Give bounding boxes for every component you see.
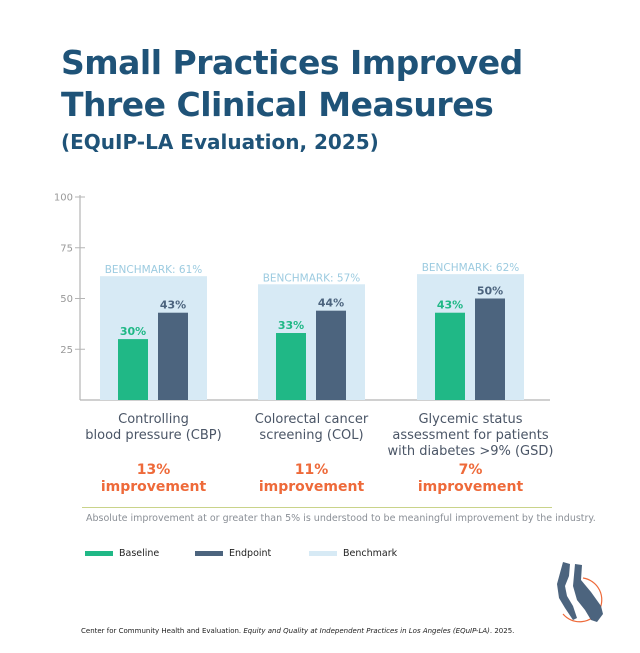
baseline-value-label: 33%: [278, 319, 304, 332]
improvement-label: improvement: [100, 479, 207, 495]
title-line-2: Three Clinical Measures: [61, 85, 494, 124]
baseline-bar: [276, 333, 306, 400]
legend-swatch: [309, 551, 337, 556]
improvement-label: improvement: [258, 479, 365, 495]
divider: [82, 507, 552, 508]
category-label: Glycemic status assessment for patients wi…: [386, 412, 556, 460]
citation: Center for Community Health and Evaluati…: [81, 627, 514, 635]
benchmark-label: BENCHMARK: 57%: [263, 272, 361, 284]
endpoint-value-label: 44%: [318, 297, 344, 310]
baseline-value-label: 43%: [437, 299, 463, 312]
california-logo-icon: [557, 562, 603, 623]
category-label-line: blood pressure (CBP): [85, 428, 222, 443]
category-label: Colorectal cancer screening (COL): [227, 412, 397, 444]
title-line-1: Small Practices Improved: [61, 43, 523, 82]
endpoint-value-label: 43%: [160, 299, 186, 312]
endpoint-bar: [475, 298, 505, 400]
legend-swatch: [195, 551, 223, 556]
benchmark-bar: [258, 284, 365, 400]
bar-chart: 25 50 75 100 BENCHMARK: 61% 30% 43% BENCHMARK: …: [54, 193, 550, 401]
baseline-bar: [435, 312, 465, 400]
endpoint-bar: [158, 312, 188, 400]
endpoint-value-label: 50%: [477, 285, 503, 298]
improvement-pct: 13%: [136, 462, 171, 478]
legend-label: Baseline: [119, 548, 160, 559]
subtitle: (EQuIP-LA Evaluation, 2025): [61, 130, 379, 154]
citation-title: Equity and Quality at Independent Practi…: [243, 627, 490, 635]
improvement-pct: 7%: [458, 462, 483, 478]
category-label-line: with diabetes >9% (GSD): [387, 444, 554, 459]
improvement-pct: 11%: [294, 462, 329, 478]
y-tick-label: 25: [60, 345, 73, 356]
y-tick-label: 75: [60, 243, 73, 254]
benchmark-bar: [100, 276, 207, 400]
improvement-callout: 11% improvement: [227, 462, 397, 496]
baseline-bar: [118, 339, 148, 400]
legend-item-endpoint: Endpoint: [195, 548, 271, 559]
citation-suffix: . 2025.: [489, 627, 515, 635]
legend-swatch: [85, 551, 113, 556]
improvement-label: improvement: [417, 479, 524, 495]
y-tick-label: 50: [60, 294, 73, 305]
page-title: Small Practices Improved Three Clinical M…: [61, 42, 523, 126]
benchmark-label: BENCHMARK: 61%: [105, 264, 203, 276]
benchmark-bar: [417, 274, 524, 400]
legend-item-benchmark: Benchmark: [309, 548, 397, 559]
legend-label: Endpoint: [229, 548, 272, 559]
legend-item-baseline: Baseline: [85, 548, 159, 559]
benchmark-label: BENCHMARK: 62%: [422, 262, 520, 274]
category-label-line: Controlling: [118, 412, 189, 427]
legend-label: Benchmark: [343, 548, 398, 559]
category-label-line: assessment for patients: [392, 428, 549, 443]
category-label-line: Colorectal cancer: [254, 412, 369, 427]
improvement-callout: 13% improvement: [69, 462, 239, 496]
category-label: Controlling blood pressure (CBP): [69, 412, 239, 444]
footnote: Absolute improvement at or greater than …: [86, 513, 596, 524]
baseline-value-label: 30%: [120, 325, 146, 338]
improvement-callout: 7% improvement: [386, 462, 556, 496]
category-label-line: Glycemic status: [418, 412, 523, 427]
category-label-line: screening (COL): [259, 428, 364, 443]
citation-prefix: Center for Community Health and Evaluati…: [81, 627, 244, 635]
y-tick-label: 100: [54, 193, 73, 204]
endpoint-bar: [316, 310, 346, 400]
